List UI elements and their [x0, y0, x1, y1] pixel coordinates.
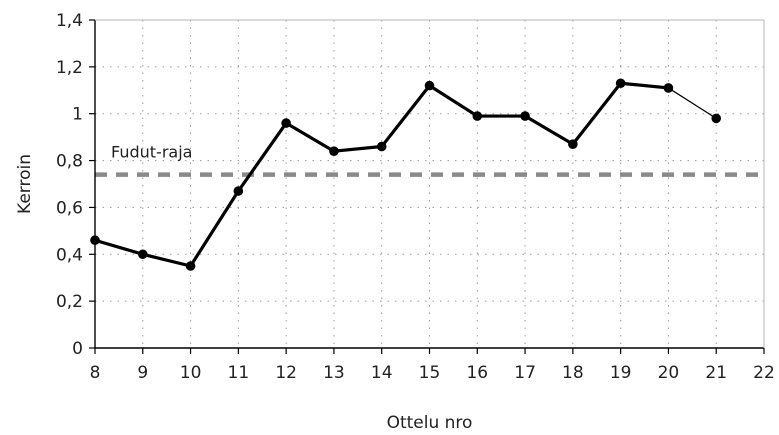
data-point: [520, 111, 530, 121]
data-point: [568, 139, 578, 149]
y-tick-label: 0,4: [56, 245, 83, 265]
y-tick-label: 1,4: [56, 11, 83, 31]
series-line-segment: [332, 144, 384, 153]
x-tick-label: 11: [228, 363, 250, 383]
x-axis-title: Ottelu nro: [387, 413, 473, 433]
y-tick-label: 1: [72, 105, 83, 125]
series-line-segment: [667, 87, 717, 120]
y-tick-label: 0,8: [56, 152, 83, 172]
series-line-segment: [571, 81, 623, 146]
grid-lines: [95, 19, 764, 348]
x-tick-label: 16: [466, 363, 488, 383]
data-point: [137, 249, 148, 260]
series-line-segment: [141, 252, 193, 268]
x-tick-label: 18: [562, 363, 584, 383]
data-point: [233, 186, 244, 196]
x-tick-label: 14: [371, 363, 393, 383]
y-tick-label: 0,6: [56, 198, 83, 218]
x-tick-label: 19: [610, 363, 632, 383]
tick-labels: 8 9 10 11 12 13 14 15 16 17 18 19 20 21 22 0 0,2 0,4 0,6 0,…: [56, 11, 775, 383]
series-line-segment: [93, 238, 145, 256]
series-line-segment: [427, 83, 479, 118]
x-tick-label: 12: [275, 363, 297, 383]
data-point: [424, 80, 435, 91]
x-tick-label: 17: [514, 363, 536, 383]
series-line-segment: [619, 81, 671, 90]
series-line-segment: [236, 121, 288, 193]
x-tick-label: 22: [753, 363, 775, 383]
x-tick-label: 15: [419, 363, 441, 383]
axes: [89, 19, 765, 354]
y-tick-label: 0: [72, 339, 83, 359]
series-line-segment: [188, 189, 240, 268]
x-tick-label: 9: [137, 363, 148, 383]
series-line-segment: [380, 83, 432, 149]
y-tick-label: 1,2: [56, 58, 83, 78]
data-point: [663, 83, 674, 93]
series-group: [90, 78, 722, 271]
x-tick-label: 8: [90, 363, 101, 383]
data-point: [281, 118, 291, 128]
data-point: [90, 235, 100, 246]
data-point: [185, 261, 196, 271]
y-axis-title: Kerroin: [15, 154, 35, 214]
data-point: [329, 146, 339, 156]
x-tick-label: 20: [658, 363, 680, 383]
data-point: [376, 141, 387, 152]
x-tick-label: 13: [323, 363, 345, 383]
y-tick-label: 0,2: [56, 292, 83, 312]
data-point: [711, 113, 722, 124]
data-point: [472, 111, 483, 121]
reference-line-label: Fudut-raja: [111, 143, 192, 162]
x-tick-label: 10: [180, 363, 202, 383]
data-point: [615, 78, 626, 89]
series-line-segment: [523, 114, 575, 146]
x-tick-label: 21: [705, 363, 727, 383]
series-line-segment: [284, 121, 336, 153]
